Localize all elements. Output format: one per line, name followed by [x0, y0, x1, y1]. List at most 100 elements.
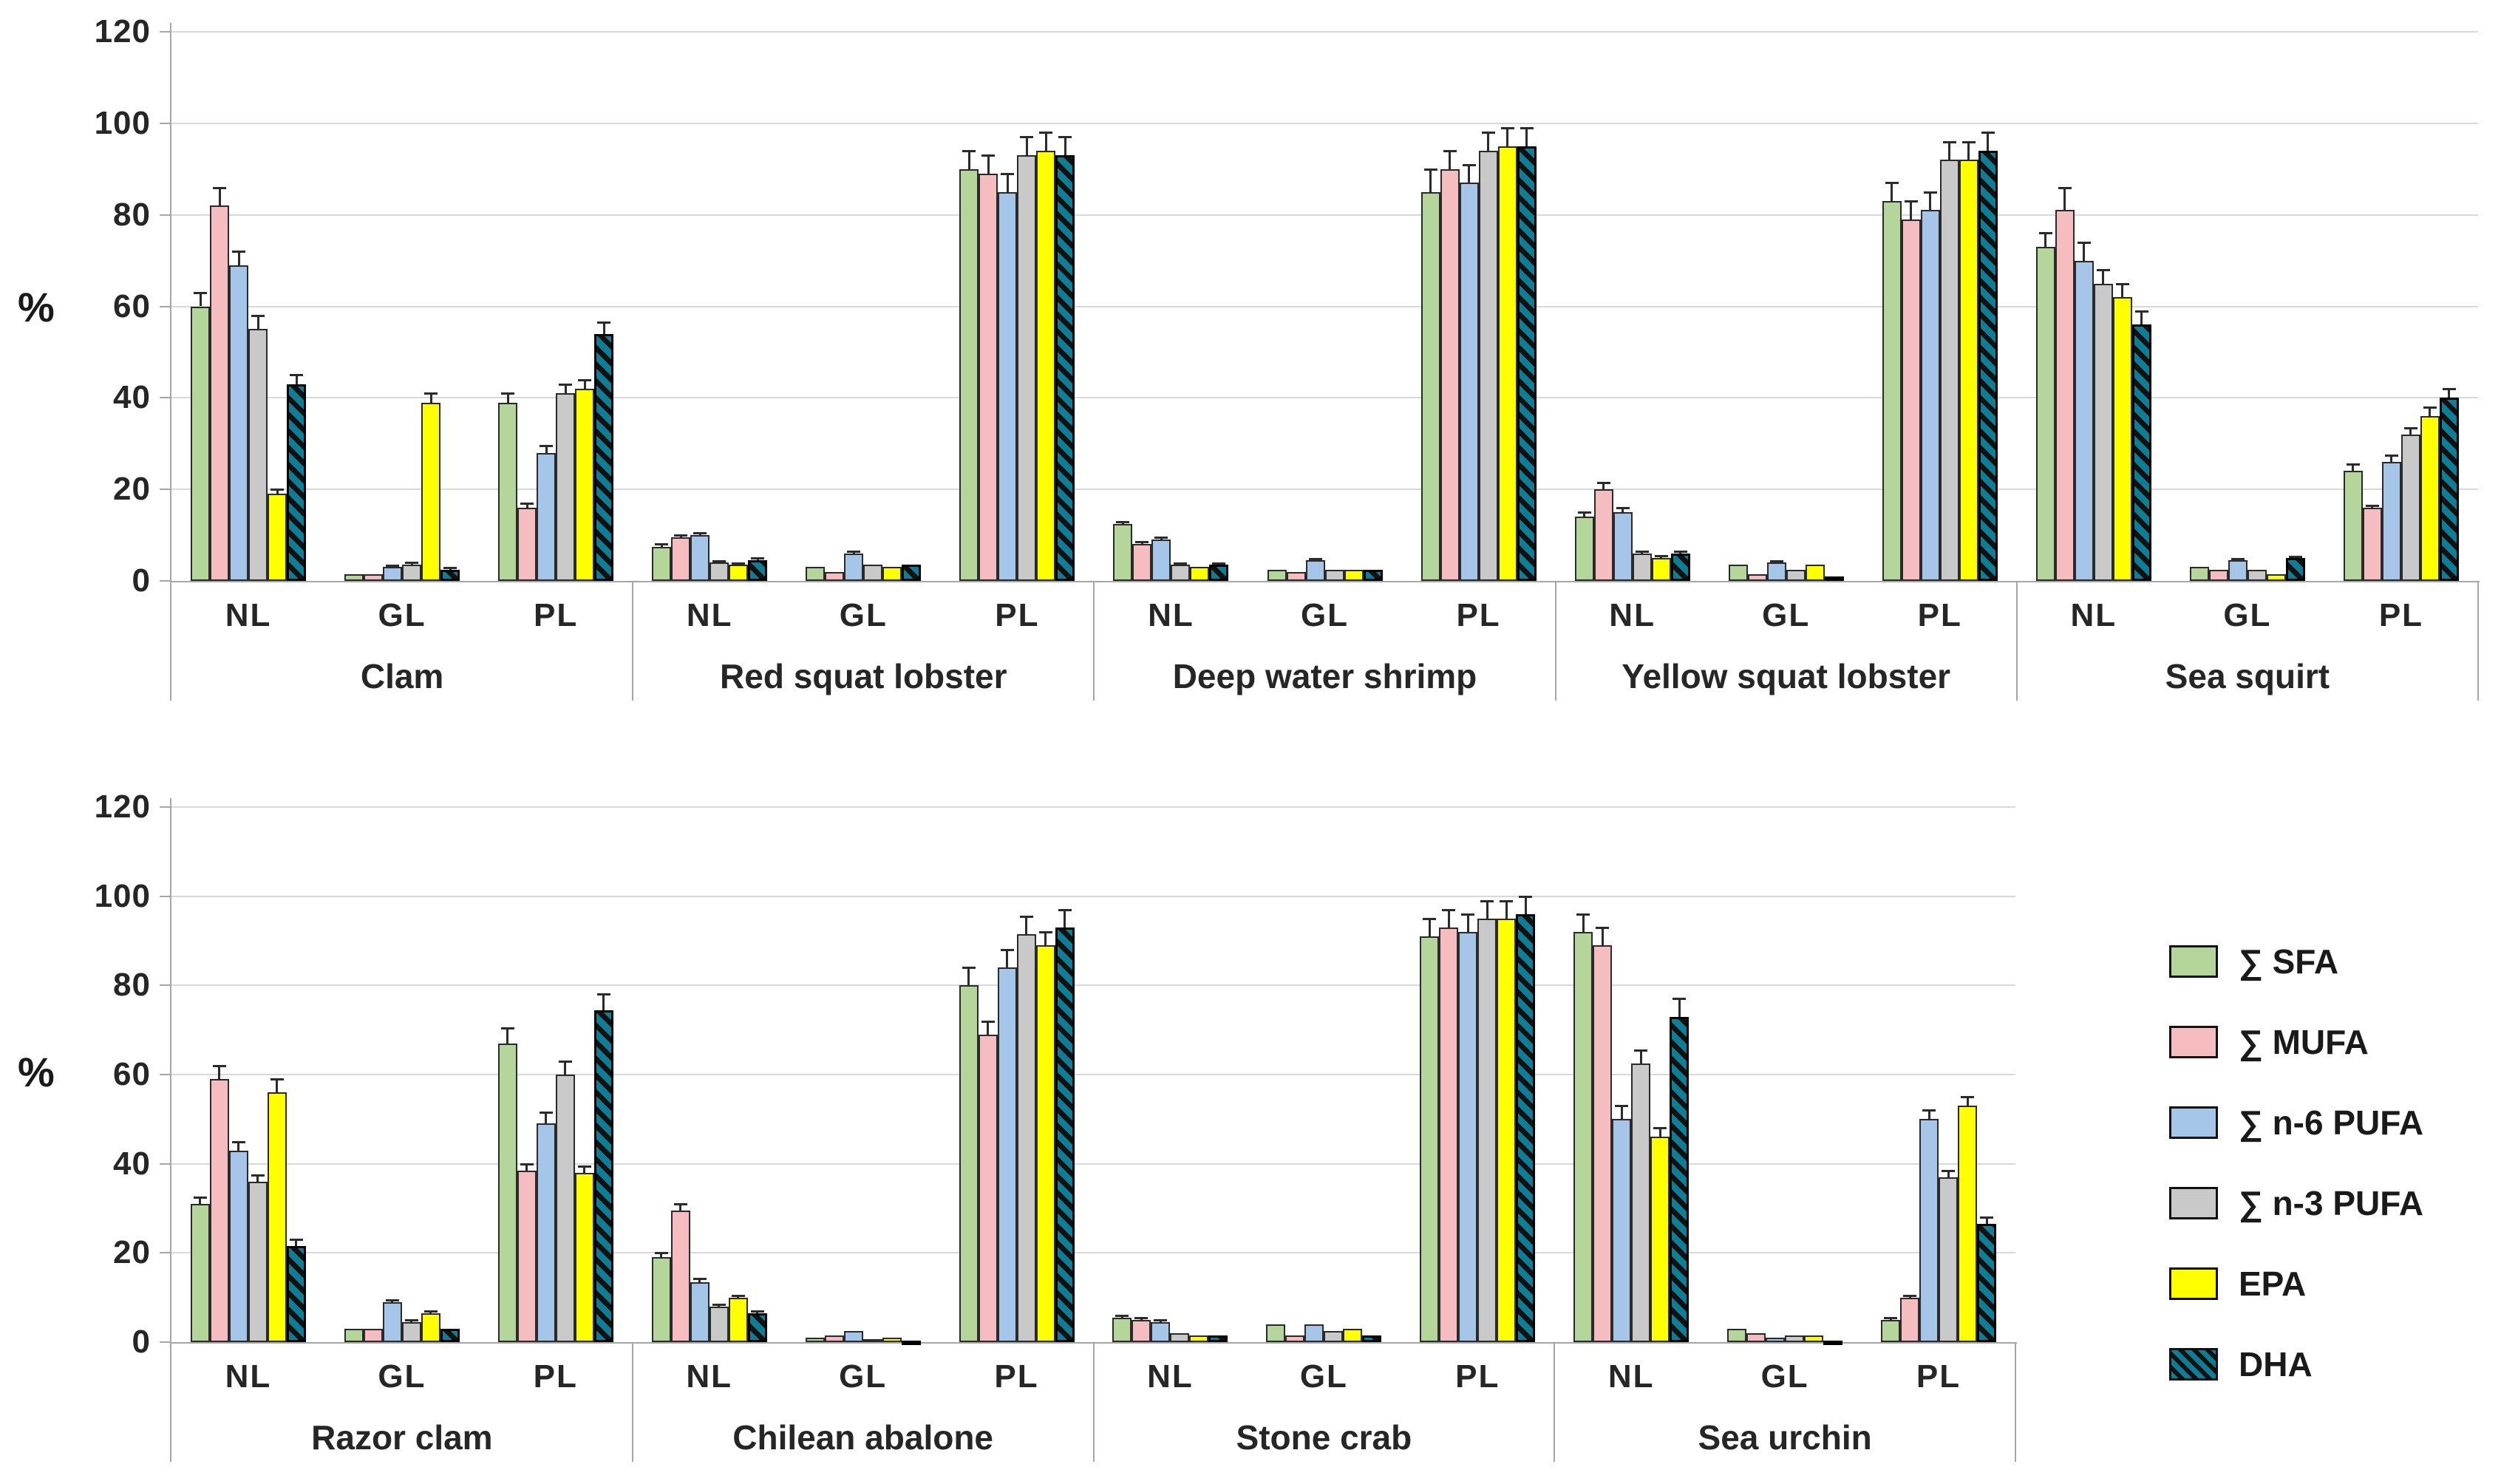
lipid-class-label: PL	[1916, 1358, 1961, 1395]
species-separator	[632, 581, 634, 701]
chart-bottom-panel: % 0 20 40 60 80 100 120 Razor clam NL GL PL Chilean…	[0, 761, 2069, 1484]
y-axis-tick	[160, 305, 171, 307]
legend-item-dha: DHA	[2169, 1324, 2423, 1404]
error-bar-cap	[1654, 554, 1668, 557]
error-bar-cap	[1653, 1127, 1667, 1130]
error-bar-cap	[1174, 562, 1188, 565]
bar-n3	[2400, 434, 2420, 581]
error-bar-cap	[404, 1319, 418, 1322]
error-bar-cap	[213, 186, 227, 189]
y-axis-tick	[160, 31, 171, 33]
error-bar-cap	[2115, 282, 2129, 285]
legend-label-mufa: ∑ MUFA	[2239, 1022, 2369, 1061]
error-bar-cap	[1519, 895, 1533, 898]
error-bar-cap	[2346, 463, 2360, 466]
error-bar	[1025, 916, 1028, 934]
error-bar	[1064, 137, 1066, 156]
error-bar-cap	[212, 1064, 226, 1067]
species-separator	[1093, 581, 1095, 701]
error-bar	[218, 1065, 221, 1080]
error-bar	[1044, 132, 1047, 151]
bar-n3	[1477, 918, 1497, 1342]
bar-dha	[1208, 1335, 1228, 1342]
error-bar-cap	[1500, 899, 1514, 902]
error-bar-cap	[2384, 454, 2398, 457]
error-bar	[1985, 1217, 1988, 1225]
error-bar-cap	[1115, 1315, 1129, 1318]
error-bar	[1525, 128, 1528, 146]
error-bar-cap	[540, 445, 554, 448]
error-bar	[987, 155, 990, 174]
bar-n3	[2093, 283, 2113, 581]
bar-sfa	[1727, 1328, 1747, 1342]
y-axis-tick	[160, 122, 171, 124]
error-bar-cap	[1212, 562, 1226, 565]
error-bar	[1967, 141, 1970, 160]
error-bar-cap	[1019, 915, 1033, 918]
error-bar	[1487, 132, 1490, 151]
error-bar-cap	[1616, 506, 1630, 509]
error-bar-cap	[424, 392, 438, 395]
error-bar	[602, 994, 605, 1010]
bar-n3	[1016, 933, 1036, 1342]
bar-mufa	[209, 1079, 229, 1342]
bar-mufa	[517, 507, 537, 581]
bar-n3	[1171, 565, 1191, 581]
error-bar	[256, 315, 259, 330]
error-bar-cap	[2365, 504, 2379, 507]
lipid-class-label: NL	[686, 1358, 733, 1395]
y-axis-tick-label: 20	[113, 1234, 151, 1271]
legend-label-n3: ∑ n-3 PUFA	[2239, 1183, 2424, 1222]
error-bar	[1447, 909, 1450, 928]
error-bar-cap	[1038, 930, 1052, 933]
error-bar-cap	[1500, 127, 1514, 130]
error-bar	[1449, 150, 1452, 169]
lipid-class-label: PL	[1456, 597, 1501, 633]
lipid-class-label: NL	[1148, 597, 1194, 633]
legend-item-epa: EPA	[2169, 1243, 2423, 1324]
y-axis-tick-label: 60	[113, 1056, 151, 1092]
error-bar	[1044, 931, 1047, 946]
bar-mufa	[1900, 1297, 1920, 1342]
error-bar-cap	[251, 1174, 265, 1177]
bar-dha	[902, 565, 922, 581]
error-bar	[2390, 455, 2393, 462]
error-bar-cap	[1134, 1317, 1149, 1320]
bar-sfa	[1266, 1324, 1286, 1342]
error-bar-cap	[1615, 1105, 1629, 1108]
error-bar	[1601, 927, 1604, 946]
bar-epa	[882, 1337, 902, 1342]
error-bar-cap	[712, 559, 727, 562]
bar-epa	[421, 1313, 440, 1342]
error-bar-cap	[2423, 406, 2437, 409]
bar-dha	[1516, 913, 1536, 1342]
lipid-class-label: PL	[1917, 597, 1962, 633]
legend-item-sfa: ∑ SFA	[2169, 921, 2423, 1001]
lipid-class-label: GL	[378, 597, 426, 633]
x-axis-line	[171, 581, 2480, 582]
y-axis-tick-label: 100	[94, 877, 151, 914]
error-bar-cap	[2038, 232, 2052, 235]
bar-n6	[1766, 1337, 1786, 1342]
bar-epa	[2266, 573, 2286, 581]
bar-sfa	[1420, 191, 1440, 581]
legend-swatch-n6	[2169, 1106, 2218, 1139]
bar-n6	[1919, 1119, 1939, 1342]
y-axis-tick	[160, 1074, 171, 1075]
error-bar	[1620, 1106, 1623, 1120]
error-bar-cap	[1922, 1109, 1936, 1112]
error-bar	[564, 384, 567, 394]
error-bar-cap	[1000, 949, 1014, 952]
bar-epa	[1805, 565, 1825, 581]
lipid-class-label: PL	[994, 1358, 1039, 1395]
error-bar-cap	[2231, 557, 2245, 560]
error-bar	[2121, 283, 2124, 298]
bar-n6	[229, 265, 249, 581]
error-bar-cap	[423, 1310, 438, 1313]
error-bar-cap	[1769, 559, 1783, 562]
error-bar-cap	[1020, 136, 1034, 139]
legend-label-epa: EPA	[2239, 1264, 2307, 1303]
y-axis-tick	[160, 984, 171, 987]
bar-mufa	[1285, 1335, 1305, 1342]
error-bar	[2140, 310, 2143, 325]
